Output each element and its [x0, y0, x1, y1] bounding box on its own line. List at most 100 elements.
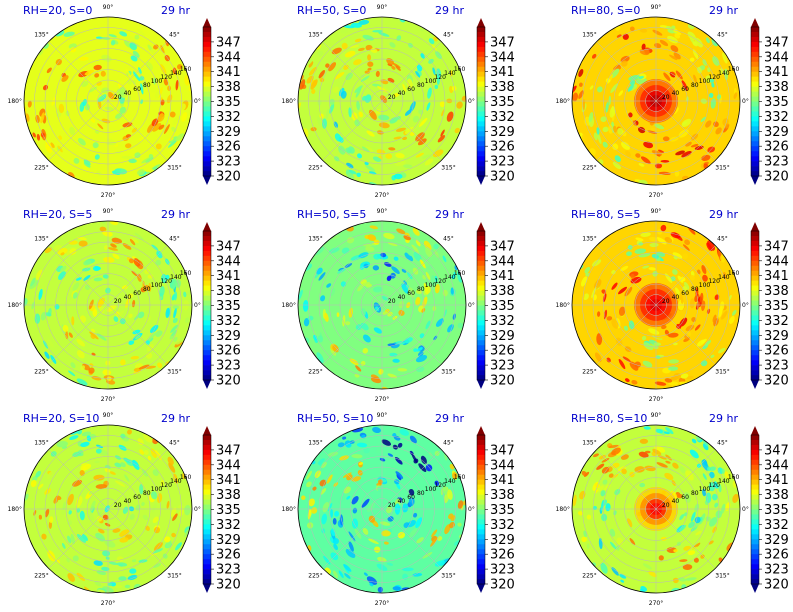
- field-cell: [170, 324, 178, 333]
- field-cell: [169, 111, 176, 118]
- colorbar-segment: [477, 106, 485, 112]
- field-cell: [176, 64, 183, 70]
- angle-tick-label: 45°: [169, 440, 180, 447]
- field-cell: [421, 308, 426, 313]
- colorbar-segment: [751, 146, 759, 152]
- field-cell: [641, 335, 647, 341]
- field-cell: [153, 44, 159, 50]
- field-cell: [589, 85, 594, 90]
- colorbar-tick-label: 326: [490, 140, 515, 155]
- field-cell: [420, 53, 425, 59]
- field-cell: [634, 466, 645, 473]
- field-cell: [395, 127, 406, 132]
- field-cell: [45, 141, 53, 153]
- radial-tick-label: 140: [444, 274, 456, 281]
- field-cell: [711, 493, 718, 501]
- field-cell: [621, 468, 627, 475]
- colorbar-segment: [477, 250, 485, 257]
- field-cell: [699, 292, 704, 303]
- colorbar-segment: [203, 375, 211, 381]
- field-cell: [351, 454, 363, 459]
- field-cell: [61, 542, 66, 549]
- colorbar-segment: [751, 350, 759, 356]
- field-cell: [434, 284, 440, 294]
- field-cell: [651, 254, 660, 259]
- colorbar-segment: [203, 27, 211, 33]
- angle-tick-label: 45°: [717, 236, 728, 243]
- field-cell: [336, 312, 340, 317]
- field-cell: [164, 536, 171, 543]
- field-cell: [682, 564, 693, 571]
- radial-tick-label: 20: [114, 502, 122, 509]
- field-cell: [351, 518, 359, 529]
- field-cell: [88, 367, 95, 374]
- colorbar-segment: [751, 449, 759, 456]
- field-cell: [635, 237, 644, 242]
- field-cell: [601, 457, 610, 463]
- colorbar-tick-label: 341: [764, 269, 789, 284]
- colorbar-tick-label: 332: [216, 518, 241, 533]
- colorbar-segment: [203, 345, 211, 351]
- colorbar-segment: [477, 564, 485, 570]
- field-cell: [115, 112, 123, 119]
- colorbar-segment: [203, 459, 211, 466]
- field-cell: [702, 473, 707, 480]
- field-cell: [46, 471, 54, 480]
- colorbar-segment: [477, 156, 485, 162]
- colorbar-tick-label: 323: [764, 155, 789, 170]
- field-cell: [94, 581, 102, 587]
- colorbar-segment: [203, 479, 211, 485]
- field-cell: [360, 308, 366, 316]
- field-cell: [606, 357, 611, 363]
- polar-frame: [23, 220, 193, 390]
- colorbar-segment: [203, 295, 211, 301]
- field-cell: [354, 528, 362, 539]
- field-cell: [122, 506, 129, 514]
- field-cell: [701, 300, 706, 311]
- field-cell: [78, 240, 88, 247]
- field-cell: [61, 75, 69, 82]
- field-cell: [79, 510, 85, 521]
- field-cell: [139, 449, 145, 455]
- colorbar-segment: [751, 509, 759, 515]
- colorbar-tick-label: 320: [216, 578, 241, 593]
- field-cell: [329, 98, 335, 106]
- field-cell: [673, 372, 681, 380]
- field-cell: [416, 347, 423, 352]
- colorbar-segment: [751, 325, 759, 331]
- field-cell: [690, 511, 696, 522]
- field-cell: [620, 579, 625, 583]
- field-cell: [69, 248, 77, 255]
- field-cell: [427, 87, 432, 99]
- field-cell: [35, 114, 40, 124]
- colorbar-tick-label: 320: [764, 170, 789, 185]
- field-cell: [60, 252, 65, 256]
- field-cell: [409, 435, 417, 444]
- colorbar-segment: [477, 325, 485, 331]
- colorbar-segment: [203, 514, 211, 520]
- field-cell: [46, 67, 52, 74]
- colorbar-tick-label: 344: [764, 254, 789, 269]
- radial-tick-label: 80: [143, 286, 151, 293]
- colorbar-segment: [751, 529, 759, 535]
- field-cell: [133, 258, 141, 267]
- field-cell: [149, 324, 159, 333]
- colorbar-tick-label: 341: [216, 65, 241, 80]
- field-cell: [316, 267, 323, 275]
- colorbar-extend-min: [477, 380, 485, 389]
- field-cell: [50, 142, 55, 149]
- field-cell: [155, 259, 162, 266]
- colorbar-segment: [751, 46, 759, 53]
- angle-tick-label: 225°: [34, 573, 48, 580]
- field-cell: [372, 156, 382, 162]
- field-cell: [428, 38, 435, 45]
- field-cell: [361, 498, 370, 508]
- angle-tick-label: 0°: [194, 302, 201, 309]
- field-cell: [139, 484, 144, 495]
- field-cell: [108, 34, 117, 38]
- colorbar-segment: [203, 499, 211, 505]
- field-cell: [79, 470, 85, 476]
- field-cell: [387, 242, 398, 247]
- field-cell: [596, 127, 600, 135]
